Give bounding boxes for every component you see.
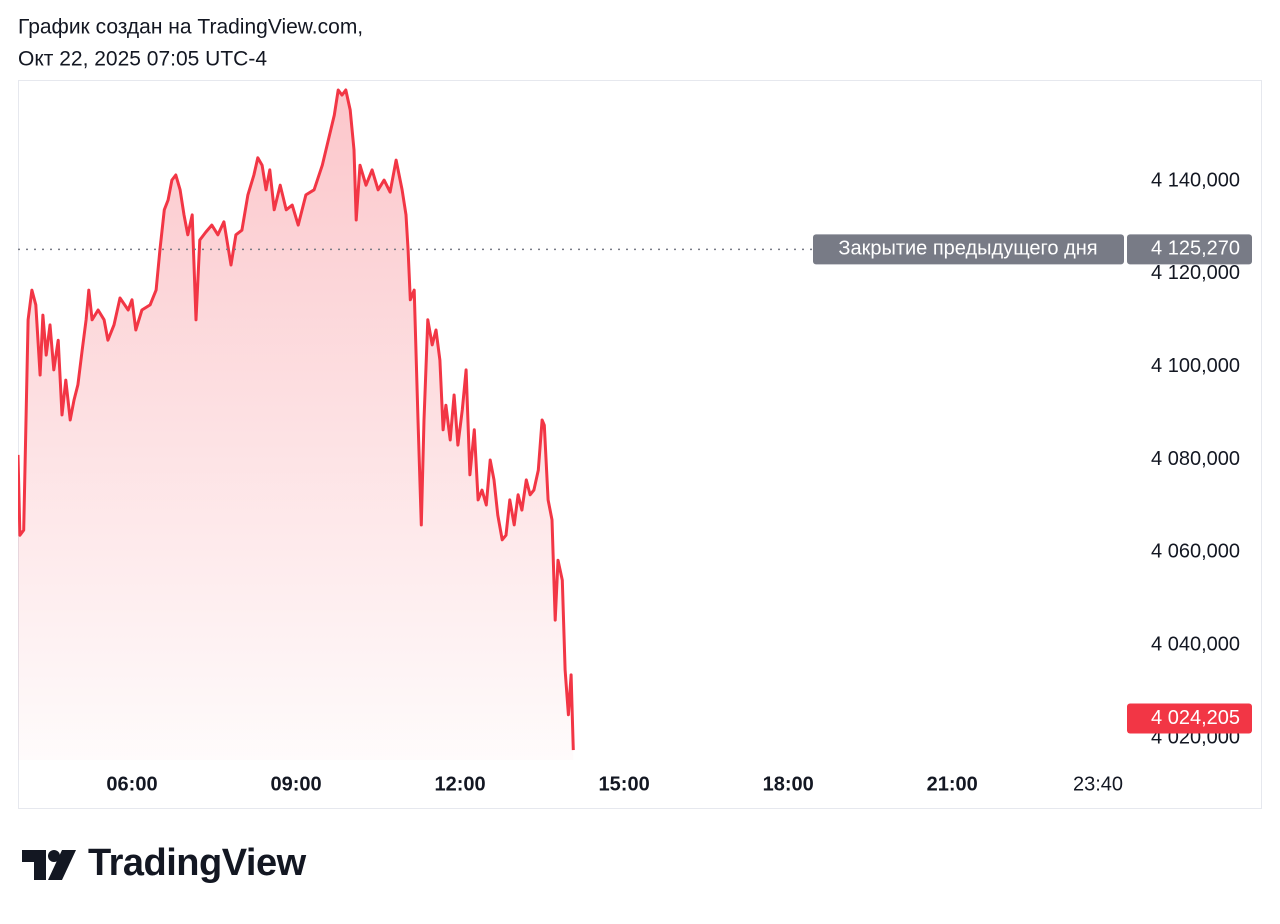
x-tick-label: 06:00 [106,773,157,795]
x-tick-label: 12:00 [435,773,486,795]
x-tick-label: 15:00 [599,773,650,795]
x-tick-label: 23:40 [1073,773,1123,795]
y-tick-label: 4 060,000 [1151,541,1240,563]
previous-close-tag [813,234,1124,265]
x-tick-label: 18:00 [763,773,814,795]
previous-close-value-tag [1127,234,1252,265]
y-tick-label: 4 080,000 [1151,448,1240,470]
last-price-value: 4 024,205 [1151,707,1240,729]
plot-area [18,88,575,760]
y-tick-label: 4 140,000 [1151,169,1240,191]
last-price-tag [1127,703,1252,734]
y-tick-label: 4 040,000 [1151,633,1240,655]
header-line: Окт 22, 2025 07:05 UTC-4 [18,48,267,71]
x-tick-label: 09:00 [270,773,321,795]
x-tick-label: 21:00 [927,773,978,795]
brand-name: TradingView [88,842,307,884]
y-tick-label: 4 120,000 [1151,262,1240,284]
chart-frame [18,80,1262,809]
brand-logo [22,850,76,880]
header-line: График создан на TradingView.com, [18,16,363,39]
price-line [18,88,575,751]
previous-close-label: Закрытие предыдущего дня [838,238,1097,260]
previous-close-value: 4 125,270 [1151,238,1240,260]
y-tick-label: 4 100,000 [1151,355,1240,377]
area-fill [18,90,574,760]
